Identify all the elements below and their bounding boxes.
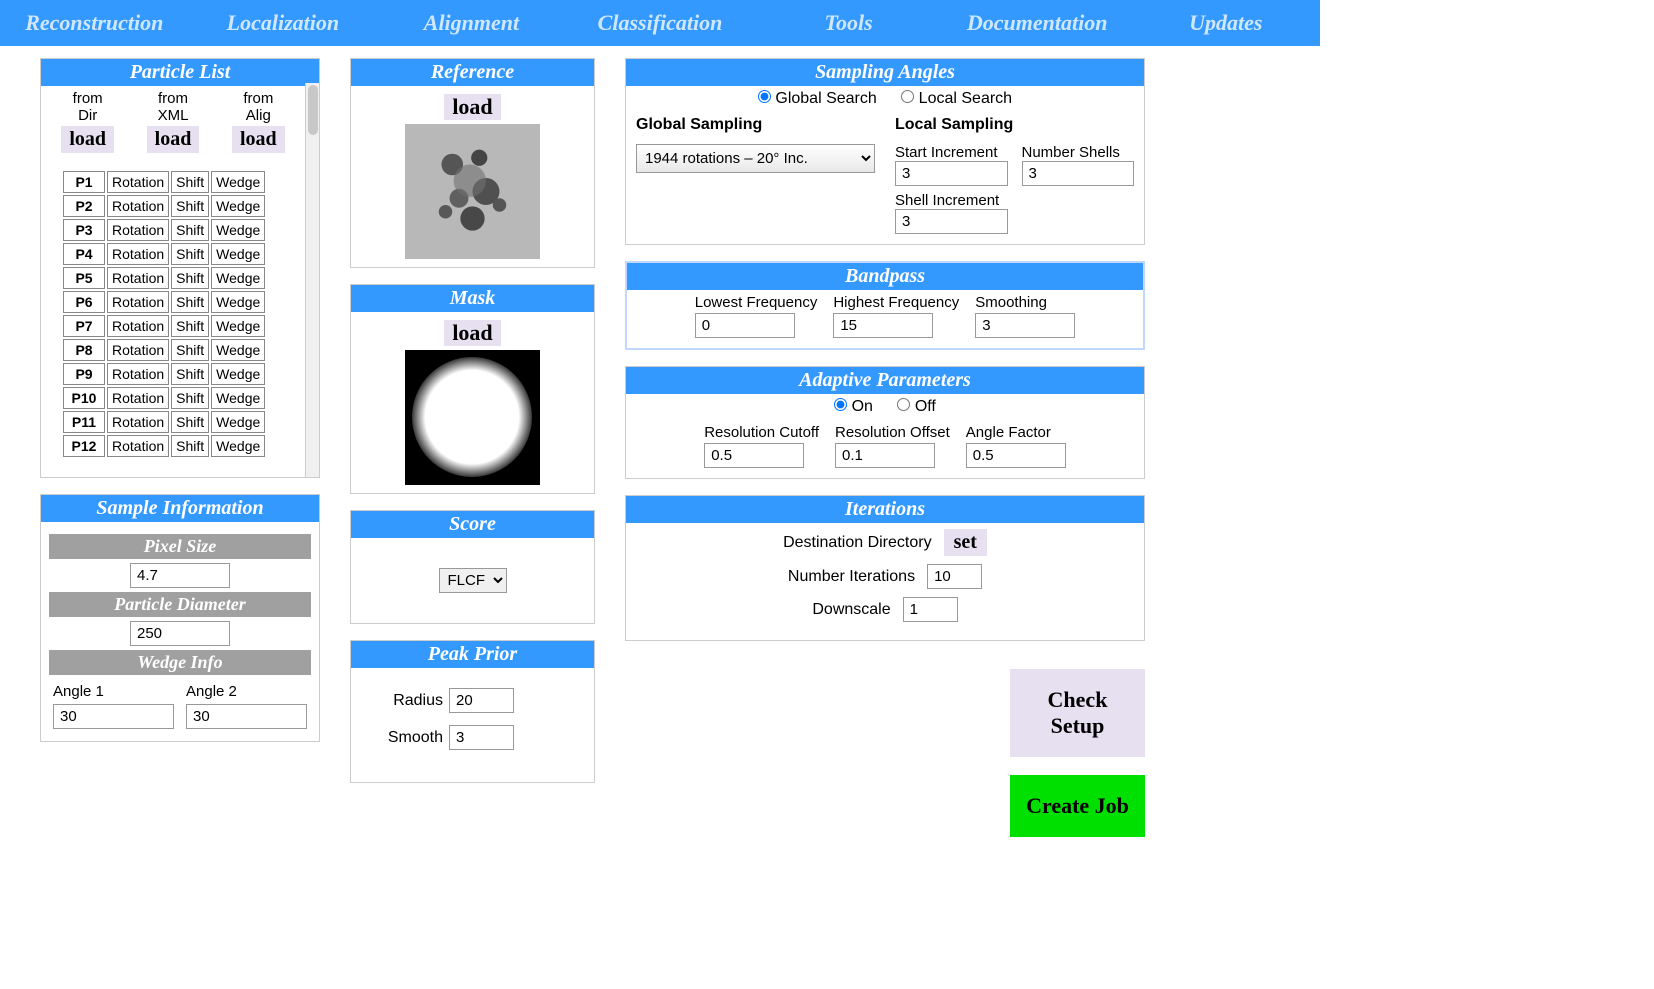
table-row: P2RotationShiftWedge [63, 195, 265, 217]
adaptive-off-radio[interactable]: Off [897, 398, 936, 415]
local-sampling-label: Local Sampling [895, 116, 1134, 134]
angle-factor-input[interactable] [966, 443, 1066, 468]
low-freq-input[interactable] [695, 313, 795, 338]
table-row: P6RotationShiftWedge [63, 291, 265, 313]
smooth-label: Smooth [381, 729, 443, 747]
create-job-button[interactable]: Create Job [1010, 775, 1145, 837]
wedge-info-label: Wedge Info [49, 650, 311, 675]
score-title: Score [351, 511, 594, 538]
res-cutoff-label: Resolution Cutoff [704, 424, 819, 441]
num-iter-label: Number Iterations [788, 568, 915, 586]
high-freq-label: Highest Frequency [833, 294, 959, 311]
mask-image [405, 350, 540, 485]
pixel-size-label: Pixel Size [49, 534, 311, 559]
sample-info-title: Sample Information [41, 495, 319, 522]
angle2-input[interactable] [186, 704, 307, 729]
res-offset-input[interactable] [835, 443, 935, 468]
num-shells-input[interactable] [1022, 161, 1135, 186]
score-panel: Score FLCF [350, 510, 595, 624]
table-row: P11RotationShiftWedge [63, 411, 265, 433]
particle-table: P1RotationShiftWedgeP2RotationShiftWedge… [61, 169, 267, 459]
table-row: P9RotationShiftWedge [63, 363, 265, 385]
adaptive-title: Adaptive Parameters [626, 367, 1144, 394]
start-inc-input[interactable] [895, 161, 1008, 186]
pixel-size-input[interactable] [130, 563, 230, 588]
table-row: P10RotationShiftWedge [63, 387, 265, 409]
num-shells-label: Number Shells [1022, 144, 1135, 161]
start-inc-label: Start Increment [895, 144, 1008, 161]
res-offset-label: Resolution Offset [835, 424, 950, 441]
global-sampling-label: Global Sampling [636, 116, 875, 134]
global-sampling-select[interactable]: 1944 rotations – 20° Inc. [636, 144, 875, 173]
nav-documentation[interactable]: Documentation [943, 0, 1132, 46]
sampling-angles-title: Sampling Angles [626, 59, 1144, 86]
smoothing-input[interactable] [975, 313, 1075, 338]
angle1-label: Angle 1 [53, 683, 104, 700]
table-row: P1RotationShiftWedge [63, 171, 265, 193]
bandpass-panel: Bandpass Lowest Frequency Highest Freque… [625, 261, 1145, 350]
downscale-input[interactable] [903, 597, 958, 622]
mask-title: Mask [351, 285, 594, 312]
particle-list-title: Particle List [41, 59, 319, 86]
local-search-radio[interactable]: Local Search [901, 90, 1012, 107]
peak-prior-title: Peak Prior [351, 641, 594, 668]
table-row: P12RotationShiftWedge [63, 435, 265, 457]
peak-prior-panel: Peak Prior Radius Smooth [350, 640, 595, 783]
nav-tools[interactable]: Tools [754, 0, 943, 46]
low-freq-label: Lowest Frequency [695, 294, 818, 311]
global-search-radio[interactable]: Global Search [758, 90, 877, 107]
nav-alignment[interactable]: Alignment [377, 0, 566, 46]
res-cutoff-input[interactable] [704, 443, 804, 468]
dest-dir-label: Destination Directory [783, 534, 932, 552]
sample-info-panel: Sample Information Pixel Size Particle D… [40, 494, 320, 742]
nav-localization[interactable]: Localization [189, 0, 378, 46]
reference-panel: Reference load [350, 58, 595, 268]
mask-load-button[interactable]: load [444, 320, 500, 346]
iterations-panel: Iterations Destination Directory set Num… [625, 495, 1145, 641]
adaptive-panel: Adaptive Parameters On Off Resolution Cu… [625, 366, 1145, 479]
load-dir-button[interactable]: load [61, 126, 114, 153]
table-row: P3RotationShiftWedge [63, 219, 265, 241]
shell-inc-label: Shell Increment [895, 192, 1008, 209]
angle1-input[interactable] [53, 704, 174, 729]
angle2-label: Angle 2 [186, 683, 237, 700]
radius-input[interactable] [449, 688, 514, 713]
mask-panel: Mask load [350, 284, 595, 494]
num-iter-input[interactable] [927, 564, 982, 589]
iterations-title: Iterations [626, 496, 1144, 523]
bandpass-title: Bandpass [627, 263, 1143, 290]
table-row: P8RotationShiftWedge [63, 339, 265, 361]
load-xml-button[interactable]: load [147, 126, 200, 153]
table-row: P4RotationShiftWedge [63, 243, 265, 265]
reference-title: Reference [351, 59, 594, 86]
reference-load-button[interactable]: load [444, 94, 500, 120]
check-setup-button[interactable]: Check Setup [1010, 669, 1145, 757]
nav-classification[interactable]: Classification [566, 0, 755, 46]
adaptive-on-radio[interactable]: On [834, 398, 873, 415]
high-freq-input[interactable] [833, 313, 933, 338]
angle-factor-label: Angle Factor [966, 424, 1066, 441]
table-row: P5RotationShiftWedge [63, 267, 265, 289]
particle-diameter-input[interactable] [130, 621, 230, 646]
shell-inc-input[interactable] [895, 209, 1008, 234]
smoothing-label: Smoothing [975, 294, 1075, 311]
nav-updates[interactable]: Updates [1131, 0, 1320, 46]
reference-image [405, 124, 540, 259]
particle-diameter-label: Particle Diameter [49, 592, 311, 617]
table-row: P7RotationShiftWedge [63, 315, 265, 337]
radius-label: Radius [381, 692, 443, 710]
score-select[interactable]: FLCF [439, 568, 507, 593]
load-alig-button[interactable]: load [232, 126, 285, 153]
smooth-input[interactable] [449, 725, 514, 750]
downscale-label: Downscale [812, 601, 890, 619]
main-nav: ReconstructionLocalizationAlignmentClass… [0, 0, 1320, 46]
nav-reconstruction[interactable]: Reconstruction [0, 0, 189, 46]
set-button[interactable]: set [944, 529, 987, 556]
sampling-angles-panel: Sampling Angles Global Search Local Sear… [625, 58, 1145, 245]
particle-list-scrollbar[interactable] [305, 83, 319, 477]
particle-list-panel: Particle List fromDirloadfromXMLloadfrom… [40, 58, 320, 478]
